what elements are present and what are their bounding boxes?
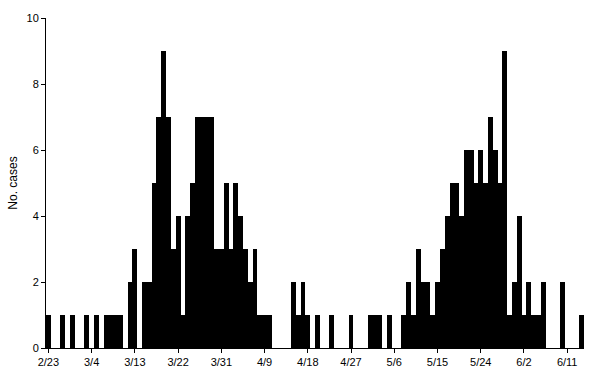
svg-text:2/23: 2/23 [38,356,59,368]
svg-text:5/15: 5/15 [427,356,448,368]
svg-text:4: 4 [33,210,39,222]
svg-text:6/2: 6/2 [516,356,531,368]
svg-text:3/22: 3/22 [167,356,188,368]
svg-text:5/6: 5/6 [387,356,402,368]
svg-text:No. cases: No. cases [6,156,20,209]
svg-text:5/24: 5/24 [470,356,491,368]
svg-text:10: 10 [27,12,39,24]
svg-text:3/4: 3/4 [84,356,99,368]
svg-text:8: 8 [33,78,39,90]
svg-text:6: 6 [33,144,39,156]
svg-text:3/13: 3/13 [124,356,145,368]
svg-text:0: 0 [33,342,39,354]
svg-text:4/27: 4/27 [340,356,361,368]
svg-text:4/9: 4/9 [257,356,272,368]
svg-text:3/31: 3/31 [211,356,232,368]
svg-text:2: 2 [33,276,39,288]
svg-text:6/11: 6/11 [557,356,578,368]
svg-text:4/18: 4/18 [297,356,318,368]
